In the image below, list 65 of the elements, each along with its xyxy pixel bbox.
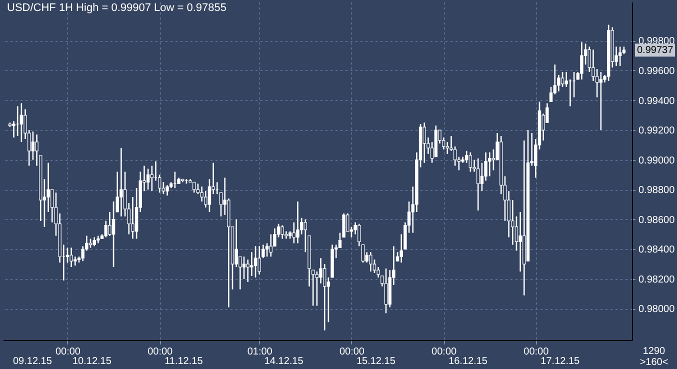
y-tick-label: 0.99000 bbox=[638, 155, 676, 166]
text: 09.12.15 bbox=[13, 356, 52, 367]
candlestick bbox=[234, 218, 238, 268]
candlestick bbox=[311, 269, 315, 306]
candlestick bbox=[131, 196, 134, 240]
y-tick-label: 0.99200 bbox=[638, 126, 676, 137]
candlestick bbox=[580, 42, 584, 80]
text: 11.12.15 bbox=[164, 356, 204, 367]
candlestick bbox=[112, 200, 116, 268]
candlestick bbox=[618, 46, 622, 67]
candlestick bbox=[342, 212, 346, 238]
candlestick bbox=[296, 200, 300, 244]
x-tick-label: 00:00 bbox=[55, 346, 81, 358]
y-tick-label: 0.99600 bbox=[638, 66, 676, 77]
candlestick bbox=[70, 247, 73, 268]
text: 15.12.15 bbox=[356, 356, 396, 367]
candlestick bbox=[254, 246, 258, 278]
candlestick bbox=[242, 256, 246, 280]
candlestick bbox=[384, 268, 388, 314]
candlestick bbox=[476, 158, 480, 212]
candlestick bbox=[120, 147, 123, 218]
x-tick-label: 00:00 bbox=[432, 346, 458, 358]
candlestick bbox=[292, 222, 296, 244]
candlestick bbox=[258, 246, 261, 276]
candlestick bbox=[204, 190, 208, 208]
candlestick bbox=[422, 122, 426, 164]
candlestick bbox=[20, 102, 24, 143]
candlestick bbox=[108, 211, 112, 236]
text: 17.12.15 bbox=[540, 356, 580, 367]
candlestick bbox=[269, 234, 272, 258]
candlestick bbox=[166, 184, 169, 196]
candlestick bbox=[315, 270, 319, 306]
candlestick bbox=[74, 256, 77, 266]
y-tick-label: 0.99800 bbox=[638, 36, 676, 48]
text: 10.12.15 bbox=[72, 356, 112, 367]
y-tick-label: 0.98600 bbox=[638, 214, 676, 226]
text: >160< bbox=[640, 357, 668, 368]
candlestick bbox=[146, 168, 150, 190]
x-tick-label: 00:00 bbox=[148, 346, 174, 358]
text: 1290 bbox=[642, 346, 666, 357]
candlestick bbox=[599, 71, 603, 131]
candlestick bbox=[265, 242, 269, 258]
candlestick bbox=[162, 182, 166, 195]
text: 14.12.15 bbox=[264, 356, 304, 367]
candlestick bbox=[31, 130, 35, 160]
y-tick-label: 0.98800 bbox=[638, 185, 676, 196]
x-tick-label: 00:00 bbox=[524, 346, 550, 358]
candlestick bbox=[464, 150, 468, 164]
x-tick-label: 00:00 bbox=[339, 346, 365, 358]
annotation: 0.99737 bbox=[637, 45, 674, 56]
y-tick-label: 0.99400 bbox=[638, 96, 676, 107]
candlestick bbox=[150, 165, 154, 192]
y-tick-label: 0.98400 bbox=[638, 244, 676, 256]
candlestick bbox=[488, 152, 492, 177]
candlestick bbox=[468, 152, 472, 172]
y-tick-label: 0.98200 bbox=[638, 274, 676, 286]
chart-title: USD/CHF 1H High = 0.99907 Low = 0.97855 bbox=[7, 2, 227, 14]
candlestick bbox=[192, 182, 196, 194]
text: 16.12.15 bbox=[448, 356, 488, 367]
y-tick-label: 0.98000 bbox=[638, 304, 676, 316]
candlestick bbox=[560, 71, 564, 88]
candlestick bbox=[518, 211, 522, 272]
candlestick bbox=[369, 252, 372, 272]
candlestick bbox=[280, 224, 284, 240]
x-tick-label: 01:00 bbox=[247, 346, 273, 358]
